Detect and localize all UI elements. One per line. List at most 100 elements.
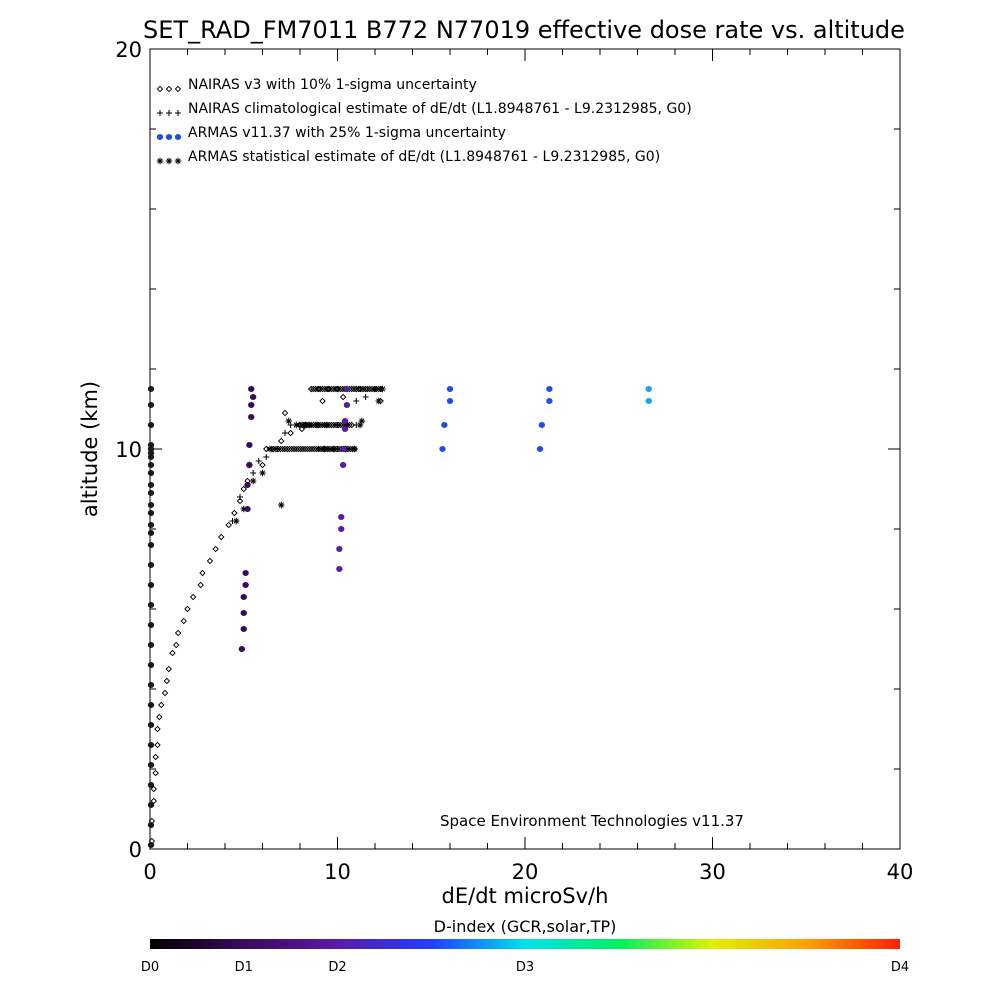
- nairas-point: [308, 385, 315, 393]
- armas-point: [336, 546, 343, 552]
- legend-entry: NAIRAS climatological estimate of dE/dt …: [188, 101, 692, 117]
- nairas-band-point: [293, 445, 300, 453]
- armas-point: [147, 530, 155, 536]
- x-axis-label: dE/dt microSv/h: [442, 884, 609, 908]
- armas-point: [338, 514, 345, 520]
- armas-point: [244, 506, 251, 512]
- plot-border: [149, 48, 901, 850]
- armas-point: [441, 422, 448, 428]
- nairas-point: [334, 385, 341, 393]
- nairas-band-point: [295, 445, 302, 453]
- armas-point: [147, 722, 155, 728]
- armas-point: [240, 594, 247, 600]
- nairas-clim-point: [315, 446, 322, 452]
- nairas-point: [319, 397, 326, 405]
- nairas-point: [278, 437, 285, 445]
- nairas-point: [287, 429, 294, 437]
- legend-entry: ARMAS v11.37 with 25% 1-sigma uncertaint…: [188, 125, 506, 141]
- armas-point: [341, 418, 349, 424]
- armas-stat-point: [285, 417, 292, 425]
- nairas-band-point: [281, 445, 289, 453]
- nairas-band-point: [317, 385, 324, 393]
- armas-point: [439, 446, 446, 452]
- armas-point: [147, 542, 155, 548]
- colorbar-tick-label: D1: [235, 960, 253, 975]
- nairas-point: [231, 509, 238, 517]
- nairas-band-point: [286, 445, 293, 453]
- nairas-band-point: [366, 385, 373, 393]
- armas-point: [242, 570, 249, 576]
- colorbar-ticks: D0 D1 D2 D3 D4: [141, 960, 909, 975]
- nairas-point: [154, 725, 161, 733]
- armas-stat-point: [343, 421, 351, 429]
- armas-point: [244, 482, 251, 488]
- nairas-point: [163, 677, 171, 685]
- nairas-point: [184, 605, 191, 613]
- legend: NAIRAS v3 with 10% 1-sigma uncertainty NA…: [156, 77, 692, 165]
- nairas-band-point: [299, 445, 307, 453]
- armas-point: [238, 646, 246, 652]
- nairas-point: [324, 385, 332, 393]
- armas-point: [147, 782, 155, 788]
- y-axis-label: altitude (km): [78, 381, 102, 517]
- x-tick-label: 10: [324, 860, 351, 884]
- legend-marker-asterisk: [156, 157, 164, 165]
- legend-marker-asterisk: [165, 157, 173, 165]
- nairas-band-point: [332, 385, 340, 393]
- armas-point: [446, 386, 454, 392]
- armas-stat-point: [259, 469, 266, 477]
- nairas-band-point: [337, 421, 344, 429]
- armas-point: [147, 522, 155, 528]
- nairas-band-point: [347, 445, 354, 453]
- armas-stat-point: [356, 421, 364, 429]
- armas-point: [249, 394, 257, 400]
- nairas-point: [356, 385, 364, 393]
- nairas-point: [169, 649, 176, 657]
- armas-point: [536, 446, 544, 452]
- armas-point: [248, 414, 255, 420]
- armas-stat-point: [278, 501, 285, 509]
- nairas-band-point: [297, 445, 304, 453]
- armas-point: [147, 702, 155, 708]
- armas-point: [147, 422, 155, 428]
- armas-point: [147, 450, 155, 456]
- nairas-band-point: [310, 385, 317, 393]
- armas-point: [147, 842, 155, 848]
- armas-point: [147, 602, 155, 608]
- armas-stat-point: [379, 385, 386, 393]
- nairas-band-point: [335, 421, 342, 429]
- armas-stat-point: [313, 421, 321, 429]
- nairas-band-point: [277, 445, 284, 453]
- nairas-point: [180, 617, 187, 625]
- legend-marker-plus: [175, 110, 181, 116]
- nairas-band-point: [335, 385, 342, 393]
- x-tick-label: 20: [512, 860, 539, 884]
- nairas-point: [281, 409, 289, 417]
- armas-stat-point: [233, 517, 240, 525]
- armas-point: [147, 490, 155, 496]
- nairas-band-point: [302, 445, 309, 453]
- legend-entry: NAIRAS v3 with 10% 1-sigma uncertainty: [188, 77, 477, 93]
- nairas-band-point: [355, 385, 362, 393]
- armas-point: [147, 502, 155, 508]
- colorbar-tick-label: D0: [141, 960, 159, 975]
- colorbar-tick-label: D3: [516, 960, 534, 975]
- nairas-point: [165, 665, 172, 673]
- legend-marker-diamond: [156, 85, 164, 93]
- armas-point: [147, 482, 155, 488]
- armas-point: [147, 762, 155, 768]
- y-axis: 0 10 20: [115, 38, 900, 862]
- armas-point: [147, 582, 155, 588]
- armas-point: [147, 386, 155, 392]
- armas-point: [336, 566, 343, 572]
- colorbar-tick-label: D2: [328, 960, 346, 975]
- armas-stat-point: [293, 421, 300, 429]
- armas-point: [147, 442, 155, 448]
- nairas-band-point: [319, 421, 326, 429]
- armas-point: [147, 682, 155, 688]
- y-tick-label: 20: [115, 38, 142, 62]
- armas-stat-point: [266, 445, 274, 453]
- nairas-band-point: [308, 445, 316, 453]
- armas-point: [546, 386, 553, 392]
- armas-point: [147, 642, 155, 648]
